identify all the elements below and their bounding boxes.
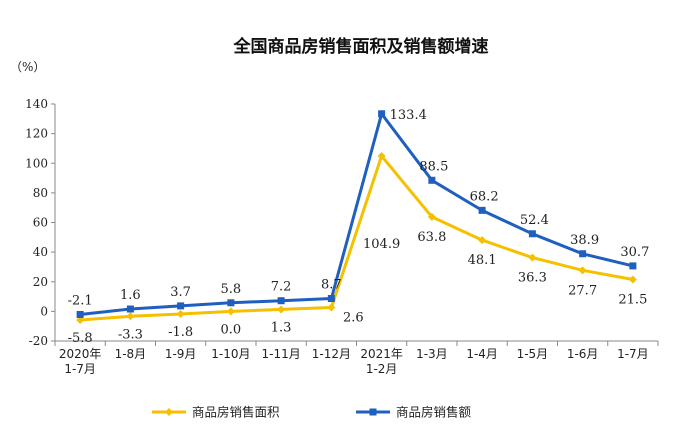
data-label: 88.5 [419,159,448,174]
y-tick-label: 40 [33,245,48,259]
x-tick-label: 2020年 1-7月 [59,347,102,376]
legend-label: 商品房销售额 [396,405,472,420]
x-tick-label: 1-4月 [466,347,498,361]
x-tick-label: 1-8月 [115,347,147,361]
data-label: 1.6 [120,288,141,303]
data-label: 2.6 [343,311,364,326]
series-line-sales [79,112,634,316]
data-point [427,212,436,221]
data-point [327,294,335,302]
x-tick-label: 1-12月 [312,347,351,361]
series-line-area [79,154,634,322]
data-point [478,236,487,245]
data-point [377,151,386,160]
axes: -20 0 20 40 60 80 100 120 140 2020年 1-7月 1-8月 1-9月 1-… [25,97,659,376]
data-point [327,303,336,312]
data-label: 36.3 [518,271,547,286]
x-tick-label: 1-5月 [517,347,549,361]
data-label: -1.8 [168,325,193,340]
data-point [528,253,537,262]
data-label: -2.1 [68,293,93,308]
data-label: 8.7 [321,277,342,292]
data-point [177,302,185,310]
data-label: 63.8 [417,230,446,245]
data-point [227,299,235,307]
y-tick-label: 20 [33,275,48,289]
data-label: 7.2 [271,280,292,295]
chart-title: 全国商品房销售面积及销售额增速 [233,36,489,57]
data-label: 48.1 [468,253,497,268]
legend-marker [369,408,377,416]
y-tick-label: 0 [40,304,48,318]
data-label: -3.3 [118,327,143,342]
y-tick-label: 80 [33,186,48,200]
data-point [579,250,587,258]
legend-marker [165,408,173,416]
data-label: 52.4 [520,213,549,228]
data-point [629,262,637,270]
data-label: 3.7 [170,285,191,300]
y-tick-label: -20 [29,334,48,348]
data-point [126,305,134,313]
data-label: 38.9 [570,233,599,248]
legend-label: 商品房销售面积 [192,405,280,420]
data-label: 68.2 [470,189,499,204]
data-label: 21.5 [618,293,647,308]
data-label: 104.9 [363,237,400,252]
data-label: 1.3 [271,320,292,335]
x-tick-label: 2021年 1-2月 [360,347,403,376]
data-point [628,275,637,284]
x-tick-label: 1-7月 [617,347,649,361]
data-point [76,310,84,318]
x-tick-label: 1-10月 [211,347,250,361]
x-tick-label: 1-6月 [567,347,599,361]
data-label: 27.7 [568,283,597,298]
data-point [428,176,436,184]
y-tick-label: 100 [25,156,48,170]
data-point [126,312,135,321]
data-label: 0.0 [221,322,242,337]
data-label: 30.7 [620,245,649,260]
y-axis-unit: （%） [10,60,45,74]
y-tick-label: 140 [25,97,48,111]
data-point [528,230,536,238]
y-tick-label: 60 [33,216,48,230]
series-layer [76,110,637,324]
data-point [226,307,235,316]
legend: 商品房销售面积 商品房销售额 [152,405,472,420]
x-tick-label: 1-9月 [165,347,197,361]
data-point [578,266,587,275]
data-point [478,206,486,214]
data-label: -5.8 [68,331,93,346]
x-tick-label: 1-11月 [262,347,301,361]
y-tick-label: 120 [25,127,48,141]
data-point [378,110,386,118]
x-tick-label: 1-3月 [416,347,448,361]
data-label: 5.8 [221,282,242,297]
data-point [176,310,185,319]
data-point [277,305,286,314]
data-label: 133.4 [390,108,427,123]
data-point [277,297,285,305]
data-labels: -5.8 -3.3 -1.8 0.0 1.3 2.6 104.9 63.8 48.1 36.3 27… [68,108,650,346]
